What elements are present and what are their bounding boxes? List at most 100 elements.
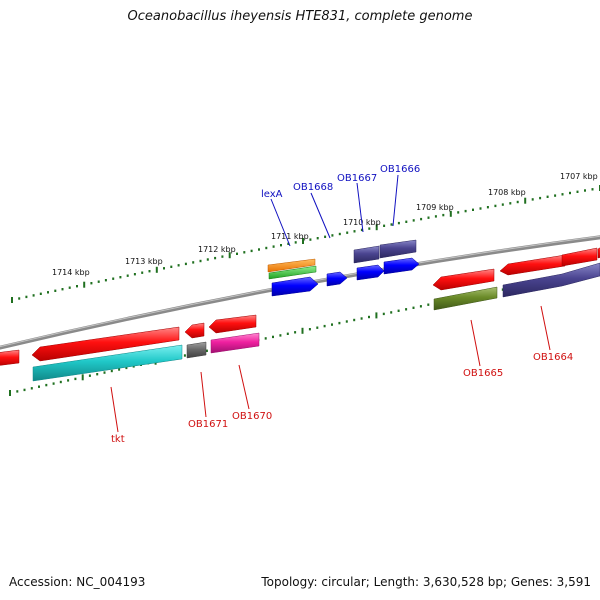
outer-scale-minor-tick xyxy=(287,242,290,245)
inner-scale-minor-tick xyxy=(132,365,135,368)
outer-scale-minor-tick xyxy=(177,264,180,267)
inner-scale-minor-tick xyxy=(183,354,186,357)
outer-scale-minor-tick xyxy=(126,274,129,277)
outer-scale-minor-tick xyxy=(554,194,557,197)
outer-scale-minor-tick xyxy=(434,215,437,218)
outer-scale-major-tick xyxy=(83,281,86,288)
scale-label-1714: 1714 kbp xyxy=(52,268,90,277)
outer-scale-minor-tick xyxy=(561,193,564,196)
outer-scale-minor-tick xyxy=(464,209,467,213)
inner-scale-minor-tick xyxy=(74,377,77,381)
gene-OB1670-red[interactable] xyxy=(208,314,257,334)
outer-scale-major-tick xyxy=(524,197,527,204)
gene-label-OB1671[interactable]: OB1671 xyxy=(188,419,228,430)
label-leader-lines xyxy=(110,174,551,433)
outer-scale-major-tick xyxy=(228,252,231,259)
outer-scale-minor-tick xyxy=(509,202,512,205)
outer-scale-minor-tick xyxy=(192,261,195,264)
outer-scale-minor-tick xyxy=(324,235,327,238)
outer-scale-minor-tick xyxy=(141,271,144,274)
inner-scale-minor-tick xyxy=(88,374,91,377)
gene-OB1671-red[interactable] xyxy=(184,322,205,339)
outer-scale-minor-tick xyxy=(199,259,202,263)
gene-tkt-red[interactable] xyxy=(31,326,180,362)
outer-scale-minor-tick xyxy=(39,292,42,295)
gene-label-OB1670[interactable]: OB1670 xyxy=(232,411,272,422)
genome-stats-text: Topology: circular; Length: 3,630,528 bp… xyxy=(261,575,591,589)
gene-labels-top: lexA OB1668 OB1667 OB1666 xyxy=(261,164,420,200)
gene-OB1668-b[interactable] xyxy=(326,271,348,287)
outer-scale-minor-tick xyxy=(316,237,319,240)
scale-label-1713: 1713 kbp xyxy=(125,257,163,266)
outer-scale-minor-tick xyxy=(280,244,282,247)
inner-scale-minor-tick xyxy=(345,320,348,323)
gene-label-OB1665[interactable]: OB1665 xyxy=(463,368,503,379)
outer-scale-major-tick xyxy=(11,297,13,303)
accession-text: Accession: NC_004193 xyxy=(9,575,146,589)
gene-label-OB1664[interactable]: OB1664 xyxy=(533,352,573,363)
inner-scale-minor-tick xyxy=(110,369,113,373)
outer-scale-minor-tick xyxy=(531,198,534,201)
outer-scale-minor-tick xyxy=(68,286,71,289)
outer-scale-major-tick xyxy=(302,238,304,244)
gene-label-tkt[interactable]: tkt xyxy=(111,434,125,445)
outer-scale-minor-tick xyxy=(360,228,363,232)
gene-left-edge-red[interactable] xyxy=(0,349,20,366)
outer-scale-minor-tick xyxy=(236,252,238,255)
gene-OB1671[interactable] xyxy=(186,341,207,359)
inner-scale-minor-tick xyxy=(368,315,370,319)
gene-label-OB1667[interactable]: OB1667 xyxy=(337,173,377,184)
inner-scale-minor-tick xyxy=(52,382,55,385)
scale-label-1709: 1709 kbp xyxy=(416,203,454,212)
outer-scale-minor-tick xyxy=(591,188,594,191)
gene-label-OB1666[interactable]: OB1666 xyxy=(380,164,420,175)
inner-scale-major-tick xyxy=(9,390,11,396)
outer-scale-minor-tick xyxy=(383,224,386,227)
gene-label-lexA[interactable]: lexA xyxy=(261,189,283,200)
outer-scale-minor-tick xyxy=(346,231,349,234)
outer-scale-minor-tick xyxy=(61,288,64,291)
outer-scale-minor-tick xyxy=(331,234,334,237)
inner-scale-minor-tick xyxy=(38,385,40,388)
leader-OB1667 xyxy=(356,182,364,233)
outer-scale-minor-tick xyxy=(427,216,430,219)
outer-scale-minor-tick xyxy=(457,211,460,214)
inner-scale-major-tick xyxy=(81,374,84,381)
outer-scale-minor-tick xyxy=(272,245,275,248)
inner-scale-minor-tick xyxy=(286,332,289,335)
outer-scale-major-tick xyxy=(155,266,158,273)
inner-scale-minor-tick xyxy=(412,306,415,309)
gene-OB1670[interactable] xyxy=(210,332,260,354)
gene-label-OB1668[interactable]: OB1668 xyxy=(293,182,333,193)
gene-tkt[interactable] xyxy=(32,344,183,382)
outer-scale-minor-tick xyxy=(405,220,408,223)
outer-scale-minor-tick xyxy=(258,248,260,251)
gene-OB1667[interactable] xyxy=(353,245,385,281)
leader-OB1665 xyxy=(470,319,481,367)
outer-scale-minor-tick xyxy=(184,262,187,266)
gene-OB1665-upper[interactable] xyxy=(432,268,495,291)
outer-scale-minor-tick xyxy=(472,208,474,211)
gene-OB1668[interactable] xyxy=(271,276,319,297)
inner-scale-minor-tick xyxy=(427,303,430,306)
outer-scale-minor-tick xyxy=(148,270,151,273)
outer-scale-minor-tick xyxy=(338,232,341,236)
outer-scale-minor-tick xyxy=(25,295,28,299)
outer-scale-minor-tick xyxy=(265,246,268,250)
outer-scale-minor-tick xyxy=(112,277,115,280)
inner-scale-minor-tick xyxy=(419,305,422,308)
gene-OB1665[interactable] xyxy=(433,286,498,311)
outer-scale-minor-tick xyxy=(119,276,122,279)
gene-OB1664[interactable] xyxy=(502,262,600,298)
inner-scale-minor-tick xyxy=(353,318,356,322)
gene-OB1666[interactable] xyxy=(379,239,420,275)
gene-lexA[interactable] xyxy=(267,258,317,280)
outer-scale-minor-tick xyxy=(294,241,297,244)
inner-scale-minor-tick xyxy=(405,308,408,311)
inner-scale-minor-tick xyxy=(382,312,385,316)
gene-upper-right-red[interactable] xyxy=(499,244,600,276)
outer-scale-minor-tick xyxy=(486,206,489,209)
outer-scale-ticks xyxy=(11,185,600,303)
